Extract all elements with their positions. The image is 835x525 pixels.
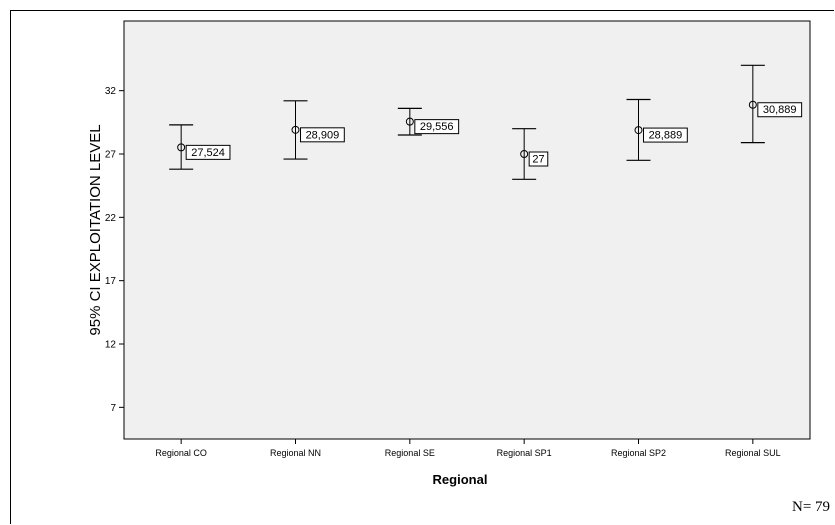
data-label-box	[414, 119, 460, 135]
y-tick-label: 27	[105, 150, 117, 161]
chart-frame	[10, 10, 834, 524]
error-bar-group: 28,909	[283, 100, 345, 160]
data-label: 28,909	[306, 129, 340, 141]
x-axis-label: Regional	[433, 472, 488, 487]
sample-size-note: N= 79	[792, 499, 831, 515]
data-label-box	[300, 127, 345, 143]
y-axis: 7 12 17 22 27 32	[105, 86, 124, 414]
data-label-box	[528, 151, 549, 167]
error-bar-group: 30,889	[740, 64, 803, 144]
error-bar-group: 29,556	[397, 107, 460, 136]
mean-marker	[405, 117, 414, 126]
plot-area	[123, 20, 811, 440]
error-bar-group: 27	[512, 128, 549, 180]
series-group: 27,524 28,909 29,556 27 28,889 30,889	[169, 64, 803, 180]
error-bar-group: 27,524	[169, 124, 231, 170]
y-axis-label: 95% CI EXPLOITATION LEVEL	[87, 124, 104, 335]
x-axis: Regional CO Regional NN Regional SE Regiona…	[155, 439, 781, 458]
x-tick-label: Regional SP2	[611, 448, 666, 458]
data-label: 27,524	[191, 147, 225, 159]
mean-marker	[520, 150, 529, 158]
x-tick-label: Regional SP1	[497, 448, 552, 458]
y-tick-label: 22	[105, 213, 117, 224]
mean-marker	[291, 125, 300, 134]
data-label: 30,889	[763, 104, 797, 116]
data-label: 27	[532, 154, 544, 166]
data-label: 28,889	[649, 130, 683, 142]
y-tick-label: 17	[105, 276, 117, 287]
x-tick-label: Regional NN	[270, 448, 321, 458]
x-tick-label: Regional SE	[385, 448, 435, 458]
x-tick-label: Regional CO	[155, 448, 207, 458]
data-label-box	[643, 127, 688, 143]
y-tick-label: 7	[110, 403, 116, 414]
data-label-box	[185, 144, 231, 160]
mean-marker	[634, 126, 643, 135]
mean-marker	[177, 143, 186, 152]
error-bar-group: 28,889	[626, 98, 688, 161]
data-label: 29,556	[420, 121, 454, 133]
data-label-box	[757, 102, 803, 118]
y-tick-label: 32	[105, 86, 117, 97]
mean-marker	[748, 100, 757, 109]
x-tick-label: Regional SUL	[725, 448, 781, 458]
y-tick-label: 12	[105, 340, 117, 351]
